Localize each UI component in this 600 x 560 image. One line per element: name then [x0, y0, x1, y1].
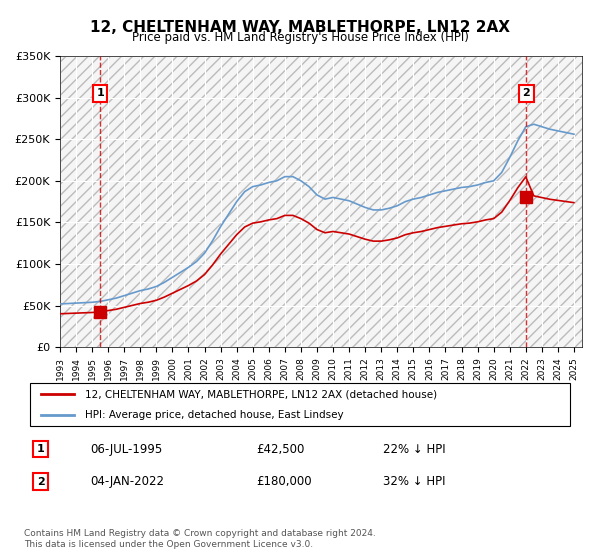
- Text: 1: 1: [96, 88, 104, 99]
- Text: HPI: Average price, detached house, East Lindsey: HPI: Average price, detached house, East…: [85, 410, 343, 420]
- Text: 12, CHELTENHAM WAY, MABLETHORPE, LN12 2AX: 12, CHELTENHAM WAY, MABLETHORPE, LN12 2A…: [90, 20, 510, 35]
- Text: Price paid vs. HM Land Registry's House Price Index (HPI): Price paid vs. HM Land Registry's House …: [131, 31, 469, 44]
- Text: 2: 2: [37, 477, 44, 487]
- Text: 22% ↓ HPI: 22% ↓ HPI: [383, 442, 445, 456]
- Bar: [60, 56, 582, 347]
- Text: £42,500: £42,500: [256, 442, 304, 456]
- Text: £180,000: £180,000: [256, 475, 311, 488]
- Text: 12, CHELTENHAM WAY, MABLETHORPE, LN12 2AX (detached house): 12, CHELTENHAM WAY, MABLETHORPE, LN12 2A…: [85, 389, 437, 399]
- Text: Contains HM Land Registry data © Crown copyright and database right 2024.
This d: Contains HM Land Registry data © Crown c…: [24, 529, 376, 549]
- FancyBboxPatch shape: [29, 383, 571, 426]
- Text: 2: 2: [523, 88, 530, 99]
- Text: 06-JUL-1995: 06-JUL-1995: [90, 442, 163, 456]
- Text: 1: 1: [37, 444, 44, 454]
- Text: 04-JAN-2022: 04-JAN-2022: [90, 475, 164, 488]
- Text: 32% ↓ HPI: 32% ↓ HPI: [383, 475, 445, 488]
